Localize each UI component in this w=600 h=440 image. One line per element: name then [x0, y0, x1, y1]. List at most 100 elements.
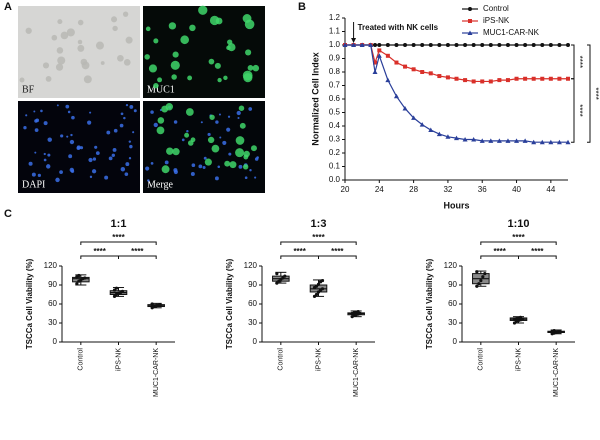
marker — [531, 76, 536, 81]
x-tick-label: 32 — [443, 185, 452, 194]
data-point — [552, 329, 556, 333]
cell — [77, 19, 84, 26]
marker — [437, 74, 442, 79]
y-tick-label: 0 — [453, 337, 458, 346]
marker — [385, 53, 390, 58]
marker — [420, 70, 425, 74]
marker — [540, 76, 545, 81]
cell — [222, 140, 227, 145]
cell — [191, 163, 196, 167]
cell — [227, 115, 231, 118]
micrographs: BF MUC1 DAPI Merge — [18, 5, 265, 193]
sig-label: **** — [531, 247, 544, 256]
x-tick-label: 40 — [512, 185, 521, 194]
data-point — [483, 272, 487, 276]
marker — [411, 43, 416, 47]
marker — [505, 78, 510, 83]
cell — [198, 164, 203, 169]
cell — [153, 38, 159, 44]
cell — [33, 110, 36, 113]
marker — [531, 139, 537, 145]
cell — [45, 75, 52, 82]
cell — [66, 28, 75, 37]
data-point — [356, 310, 360, 314]
marker — [411, 67, 416, 72]
cell — [181, 138, 185, 142]
cell — [60, 134, 64, 138]
marker — [540, 43, 545, 47]
cell — [173, 169, 178, 175]
cell — [112, 148, 117, 152]
x-tick-label: MUC1-CAR-NK — [153, 348, 160, 397]
sig-label: **** — [293, 247, 306, 256]
sig-bracket — [571, 78, 575, 143]
marker — [428, 43, 433, 47]
cell — [83, 75, 92, 84]
marker — [373, 43, 378, 47]
data-point — [477, 282, 481, 286]
cell — [133, 109, 137, 113]
cell — [67, 110, 71, 114]
y-tick-label: 30 — [48, 318, 57, 327]
cell — [235, 148, 245, 158]
marker — [385, 77, 391, 83]
x-tick-label: MUC1-CAR-NK — [553, 348, 560, 397]
cell — [95, 151, 100, 155]
marker — [566, 43, 570, 47]
micrograph-bf — [18, 6, 140, 98]
cell — [180, 35, 190, 45]
data-point — [114, 286, 119, 290]
marker — [436, 131, 442, 137]
y-tick-label: 60 — [48, 299, 57, 308]
marker — [445, 134, 451, 139]
data-point — [283, 274, 287, 278]
data-point — [150, 302, 154, 306]
cell — [156, 126, 165, 135]
cell — [202, 166, 206, 170]
cell — [125, 103, 129, 107]
cell — [100, 61, 105, 65]
sig-label: **** — [493, 247, 506, 256]
marker — [522, 138, 528, 143]
y-tick-label: 120 — [44, 261, 58, 270]
marker — [488, 138, 494, 143]
data-point — [316, 290, 321, 294]
x-tick-label: 20 — [341, 185, 350, 194]
sig-label: **** — [93, 247, 106, 256]
cell — [51, 34, 58, 41]
cell — [55, 63, 64, 71]
y-tick-label: 90 — [248, 280, 257, 289]
cell — [166, 147, 174, 155]
cell — [244, 176, 248, 180]
marker — [548, 139, 554, 145]
annotation-arrowhead — [351, 38, 357, 43]
marker — [514, 43, 519, 47]
data-point — [77, 273, 81, 278]
sig-bracket — [480, 241, 557, 245]
data-point — [83, 276, 87, 280]
cell — [71, 115, 75, 120]
cell — [247, 64, 254, 71]
micrograph-merge — [143, 101, 265, 193]
data-point — [158, 303, 162, 307]
panel-label: B — [298, 1, 306, 13]
cell — [252, 64, 260, 72]
x-tick-label: 28 — [409, 185, 418, 194]
cell — [243, 154, 249, 160]
cell — [168, 22, 177, 30]
cell — [43, 152, 46, 156]
cell — [245, 49, 252, 56]
cell — [94, 145, 98, 149]
cell — [190, 137, 196, 143]
cell — [89, 175, 93, 179]
cell — [111, 153, 116, 157]
panel-label: A — [4, 1, 12, 13]
cell — [128, 157, 132, 160]
y-tick-label: 0.0 — [329, 175, 341, 184]
cell — [88, 157, 93, 163]
cell — [47, 153, 51, 157]
marker — [488, 79, 493, 84]
cell — [69, 139, 75, 145]
cell — [211, 144, 220, 153]
cell — [77, 39, 83, 45]
